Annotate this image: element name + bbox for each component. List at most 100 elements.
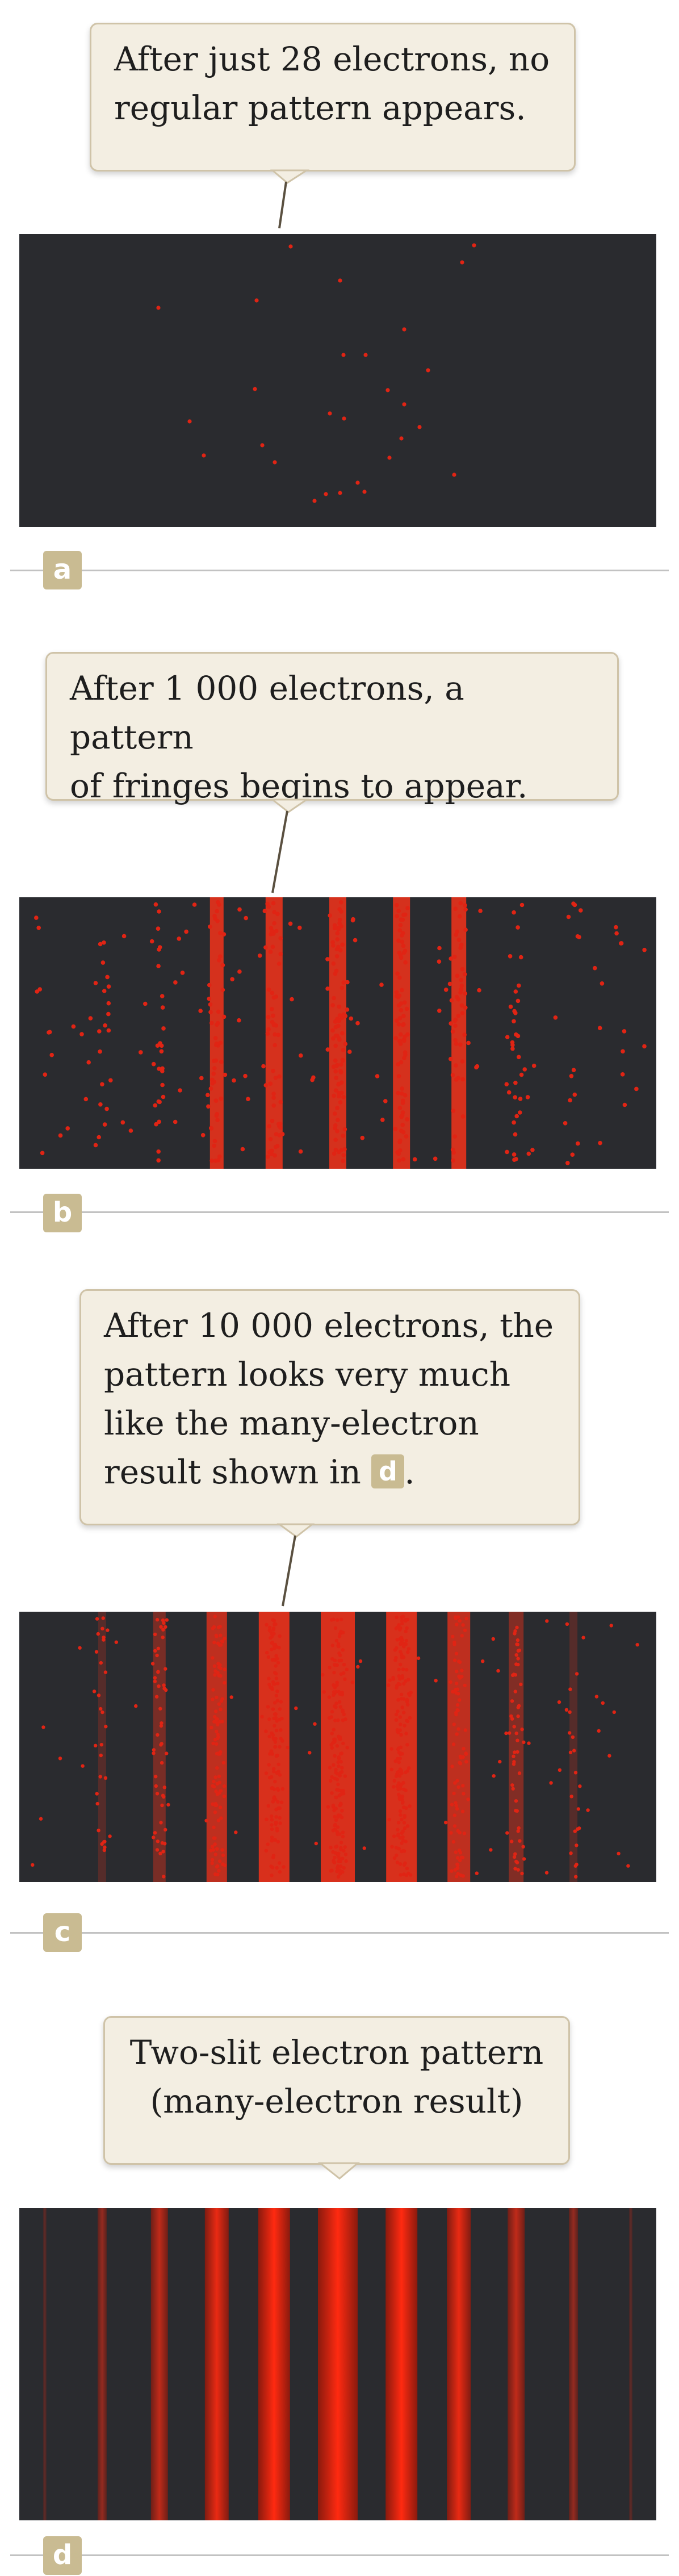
electron-dot	[337, 1651, 341, 1655]
electron-dot	[267, 1776, 272, 1780]
electron-dot	[184, 929, 188, 934]
electron-dot	[396, 1784, 400, 1788]
electron-dot	[549, 1781, 553, 1785]
electron-dot	[330, 1709, 334, 1714]
electron-dot	[97, 1693, 101, 1697]
electron-dot	[333, 1126, 337, 1131]
electron-dot	[398, 1862, 403, 1866]
electron-dot	[333, 1824, 337, 1828]
electron-dot	[395, 1615, 399, 1619]
electron-dot	[276, 1839, 280, 1844]
electron-dot	[395, 971, 400, 976]
electron-dot	[212, 914, 217, 918]
electron-dot	[273, 1671, 277, 1675]
electron-dot	[36, 926, 41, 930]
electron-dot	[120, 1120, 125, 1125]
electron-dot	[270, 1823, 274, 1827]
electron-dot	[433, 1156, 438, 1161]
electron-dot	[216, 1733, 220, 1737]
electron-dot	[516, 1705, 520, 1709]
electron-dot	[267, 1717, 271, 1721]
electron-dot	[397, 1781, 401, 1785]
electron-dot	[332, 1617, 336, 1621]
fringe-band	[447, 1612, 471, 1882]
electron-dot	[464, 1760, 468, 1764]
electron-dot	[274, 1664, 278, 1668]
electron-dot	[276, 1762, 280, 1767]
electron-dot	[268, 950, 273, 954]
electron-dot	[406, 1678, 410, 1682]
electron-dot	[157, 909, 161, 914]
electron-dot	[518, 955, 523, 960]
electron-dot	[400, 1086, 404, 1091]
electron-dot	[266, 1015, 271, 1019]
electron-dot	[514, 1732, 518, 1736]
electron-dot	[333, 1111, 337, 1116]
electron-dot	[339, 1864, 343, 1868]
electron-dot	[513, 1132, 518, 1137]
fringe-band	[447, 2208, 471, 2520]
electron-dot	[273, 1724, 276, 1728]
electron-dot	[280, 1739, 284, 1743]
fringe-band	[204, 2208, 229, 2520]
electron-dot	[402, 1056, 406, 1060]
electron-dot	[519, 1682, 523, 1687]
electron-dot	[273, 1153, 277, 1158]
electron-dot	[328, 913, 332, 918]
electron-dot	[271, 901, 276, 906]
fringe-band	[258, 2208, 290, 2520]
electron-dot	[460, 967, 465, 972]
electron-dot	[273, 1838, 277, 1842]
electron-dot	[515, 1034, 521, 1039]
electron-dot	[450, 1764, 454, 1768]
electron-dot	[403, 948, 408, 954]
electron-dot	[345, 1746, 349, 1750]
electron-dot	[393, 1759, 397, 1763]
electron-dot	[97, 1829, 100, 1833]
electron-dot	[404, 1732, 408, 1736]
electron-dot	[402, 402, 406, 407]
electron-dot	[219, 1633, 223, 1637]
electron-dot	[212, 1836, 216, 1840]
electron-dot	[213, 1058, 219, 1063]
electron-dot	[452, 1824, 457, 1828]
electron-dot	[160, 1760, 164, 1765]
electron-dot	[397, 950, 402, 955]
electron-dot	[456, 1727, 460, 1731]
callout-b: After 1 000 electrons, a pattern of frin…	[45, 652, 619, 805]
electron-dot	[341, 980, 346, 985]
electron-dot	[403, 1849, 406, 1853]
electron-dot	[276, 1800, 280, 1804]
electron-dot	[102, 989, 107, 993]
electron-dot	[400, 1801, 405, 1805]
electron-dot	[392, 1856, 397, 1860]
electron-dot	[405, 1117, 409, 1122]
electron-dot	[450, 1803, 454, 1806]
electron-dot	[272, 921, 276, 926]
electron-dot	[458, 901, 463, 906]
electron-dot	[400, 1676, 405, 1680]
electron-dot	[463, 1005, 468, 1010]
electron-dot	[270, 1814, 274, 1818]
electron-dot	[518, 1839, 522, 1843]
electron-dot	[478, 909, 483, 913]
electron-dot	[443, 988, 449, 992]
electron-dot	[267, 1676, 271, 1680]
electron-dot	[272, 1770, 276, 1774]
fringe-band	[385, 2208, 418, 2520]
electron-dot	[489, 1848, 493, 1852]
electron-dot	[531, 1063, 537, 1068]
electron-dot	[341, 1648, 345, 1652]
electron-dot	[515, 1750, 519, 1754]
electron-dot	[274, 1716, 278, 1720]
electron-dot	[332, 1693, 336, 1697]
electron-dot	[219, 1643, 223, 1647]
electron-dot	[206, 1093, 210, 1097]
electron-dot	[264, 1729, 268, 1733]
electron-dot	[355, 1021, 360, 1026]
electron-dot	[321, 1672, 325, 1677]
electron-dot	[405, 1626, 409, 1630]
electron-dot	[564, 1708, 569, 1712]
electron-dot	[310, 1077, 315, 1082]
electron-dot	[160, 1803, 164, 1808]
